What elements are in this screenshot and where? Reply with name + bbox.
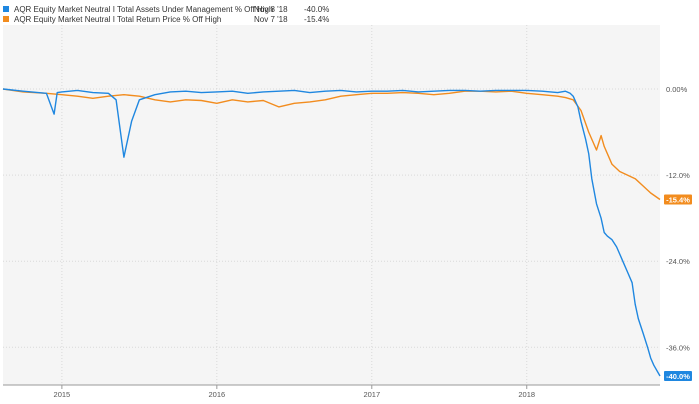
legend-date-aum: Nov 8 '18 [254,4,288,14]
end-value-label: -40.0% [666,372,690,381]
series-line [2,88,661,201]
legend: AQR Equity Market Neutral I Total Assets… [3,4,344,24]
legend-label-aum: AQR Equity Market Neutral I Total Assets… [14,4,274,14]
legend-value-return: -15.4% [304,14,330,24]
y-tick-label: -36.0% [666,343,690,352]
legend-value-aum: -40.0% [304,4,330,14]
plot-area [3,25,660,385]
legend-item[interactable]: AQR Equity Market Neutral I Total Assets… [3,4,344,14]
x-tick-label: 2017 [363,390,380,399]
legend-item[interactable]: AQR Equity Market Neutral I Total Return… [3,14,344,24]
legend-date-return: Nov 7 '18 [254,14,288,24]
end-value-tag [664,371,692,381]
legend-swatch-aum [3,6,9,12]
legend-swatch-return [3,16,9,22]
end-value-label: -15.4% [666,195,690,204]
x-tick-label: 2015 [54,390,71,399]
series-line [2,88,661,377]
y-tick-label: -24.0% [666,257,690,266]
x-tick-label: 2018 [518,390,535,399]
x-tick-label: 2016 [208,390,225,399]
y-tick-label: -12.0% [666,171,690,180]
legend-label-return: AQR Equity Market Neutral I Total Return… [14,14,222,24]
end-value-tag [664,194,692,205]
y-tick-label: 0.00% [666,85,688,94]
